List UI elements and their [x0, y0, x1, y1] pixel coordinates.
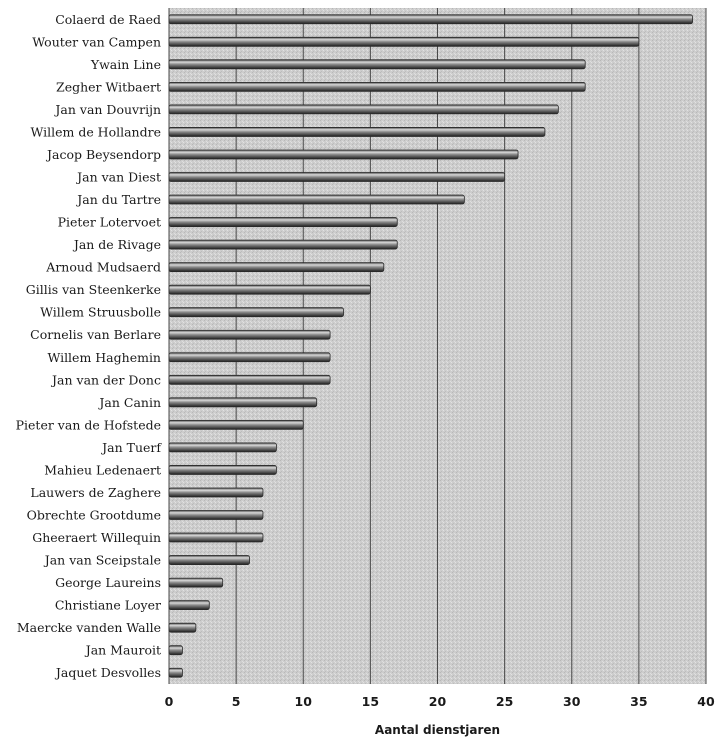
category-label: Maercke vanden Walle	[17, 620, 161, 635]
category-label: Gheeraert Willequin	[32, 530, 161, 545]
x-tick-label: 30	[563, 694, 581, 709]
category-label: Jan van Sceipstale	[43, 553, 161, 568]
bar	[168, 59, 586, 70]
bar	[168, 667, 183, 678]
bar	[168, 622, 197, 633]
x-tick-label: 25	[496, 694, 513, 709]
category-label: Arnoud Mudsaerd	[45, 260, 161, 275]
bar	[168, 487, 264, 498]
bar	[168, 465, 277, 475]
category-label: Zegher Witbaert	[56, 79, 161, 94]
category-label: Wouter van Campen	[32, 34, 161, 49]
x-tick-label: 20	[429, 694, 447, 709]
x-tick-label: 10	[295, 694, 313, 709]
category-label: Jan van Douvrijn	[53, 102, 161, 117]
x-axis-title: Aantal dienstjaren	[375, 723, 500, 737]
bar	[168, 397, 318, 408]
category-label: Jan Tuerf	[100, 440, 162, 455]
bar	[168, 284, 371, 295]
bar	[168, 374, 331, 385]
bar	[168, 217, 398, 227]
category-label: Jan van Diest	[75, 170, 161, 185]
category-label: Jan van der Donc	[50, 372, 161, 387]
bar	[168, 352, 331, 363]
x-tick-label: 15	[362, 694, 379, 709]
bar	[168, 510, 264, 520]
category-label: Colaerd de Raed	[55, 12, 161, 27]
x-tick-label: 5	[232, 694, 241, 709]
bar	[168, 194, 465, 205]
x-tick-label: 35	[630, 694, 647, 709]
bar	[168, 577, 224, 588]
category-label: George Laureins	[55, 575, 161, 590]
bar	[168, 149, 519, 160]
category-label: Willem Struusbolle	[40, 305, 161, 320]
bar	[168, 81, 586, 92]
category-label: Ywain Line	[90, 57, 161, 72]
bar	[168, 127, 546, 137]
category-label: Jan Mauroit	[84, 643, 161, 658]
bar	[168, 645, 183, 656]
bar	[168, 307, 344, 318]
category-label: Pieter Lotervoet	[58, 215, 161, 230]
category-label: Gillis van Steenkerke	[26, 282, 161, 297]
category-label: Jacop Beysendorp	[45, 147, 161, 162]
category-label: Christiane Loyer	[55, 598, 161, 613]
bar	[168, 172, 506, 182]
category-label: Mahieu Ledenaert	[44, 462, 161, 477]
bar	[168, 419, 304, 430]
category-label: Pieter van de Hofstede	[16, 417, 161, 432]
category-label: Willem Haghemin	[47, 350, 161, 365]
bar	[168, 600, 210, 611]
bar	[168, 36, 640, 47]
category-label: Jaquet Desvolles	[54, 665, 161, 680]
bar	[168, 532, 264, 543]
category-label: Jan du Tartre	[75, 192, 161, 207]
category-label: Willem de Hollandre	[30, 124, 161, 139]
bar	[168, 555, 250, 565]
category-label: Obrechte Grootdume	[27, 508, 161, 523]
x-tick-label: 0	[165, 694, 174, 709]
bar	[168, 239, 398, 250]
bar	[168, 262, 385, 273]
bar	[168, 104, 559, 115]
bar	[168, 442, 277, 453]
x-tick-label: 40	[697, 694, 715, 709]
bar	[168, 14, 693, 25]
category-label: Jan de Rivage	[72, 237, 161, 252]
category-label: Lauwers de Zaghere	[30, 485, 161, 500]
bar	[168, 329, 331, 340]
category-label: Cornelis van Berlare	[30, 327, 161, 342]
category-label: Jan Canin	[97, 395, 161, 410]
